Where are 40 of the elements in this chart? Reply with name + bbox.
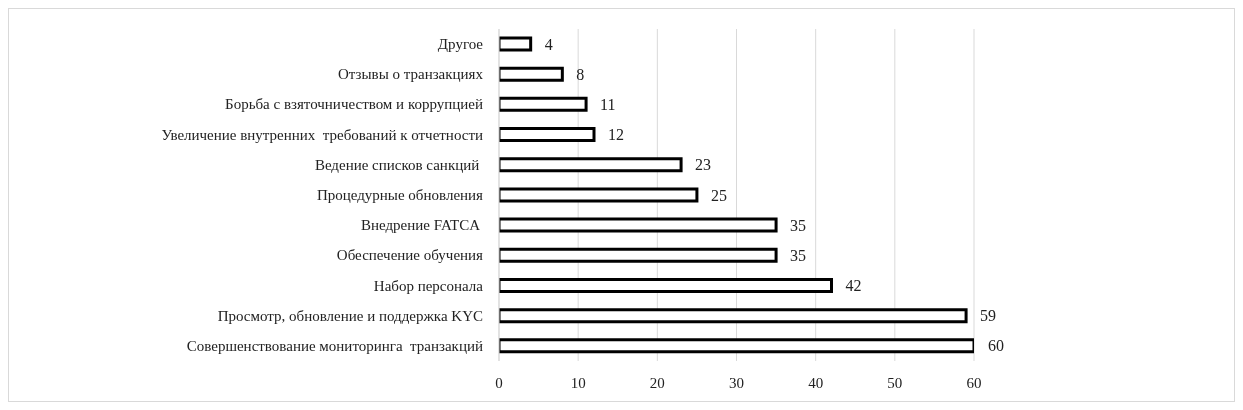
data-label: 59 [980,307,997,325]
y-tick-label: Ведение списков санкций [314,156,483,173]
bar [499,36,533,52]
data-label: 23 [695,156,712,174]
data-label: 12 [608,126,624,144]
x-tick-label: 10 [570,374,586,391]
data-label: 11 [600,96,616,114]
y-tick-label: Просмотр, обновление и поддержка KYC [217,307,483,324]
x-tick-label: 0 [495,374,503,391]
y-tick-label: Увеличение внутренних требований к отчетности [161,126,483,143]
x-tick-label: 30 [729,374,744,391]
bar [499,217,778,233]
data-label: 25 [710,186,727,204]
y-tick-label: Внедрение FATCA [360,217,483,234]
bar [499,187,699,203]
bar [499,338,974,354]
bar [499,96,588,112]
y-tick-label: Набор персонала [373,277,484,294]
bar [499,66,564,82]
y-tick-label: Отзывы о транзакциях [338,66,484,83]
bar [499,277,833,293]
bar [499,157,683,173]
data-label: 35 [790,216,807,234]
x-tick-label: 20 [649,374,665,391]
bar [499,308,968,324]
data-label: 35 [790,246,807,264]
x-tick-label: 40 [808,374,824,391]
data-label: 8 [576,65,585,83]
x-tick-label: 50 [887,374,903,391]
data-label: 42 [845,277,862,295]
bar [499,127,596,143]
y-tick-label: Другое [437,36,484,53]
y-tick-label: Процедурные обновления [316,187,484,203]
y-tick-label: Обеспечение обучения [336,247,484,264]
y-tick-label: Борьба с взяточничеством и коррупцией [225,96,483,113]
data-label: 4 [544,35,553,53]
y-tick-label: Совершенствование мониторинга транзакций [186,337,483,354]
x-tick-label: 60 [966,374,982,391]
bar [499,247,778,263]
data-label: 60 [988,337,1004,355]
